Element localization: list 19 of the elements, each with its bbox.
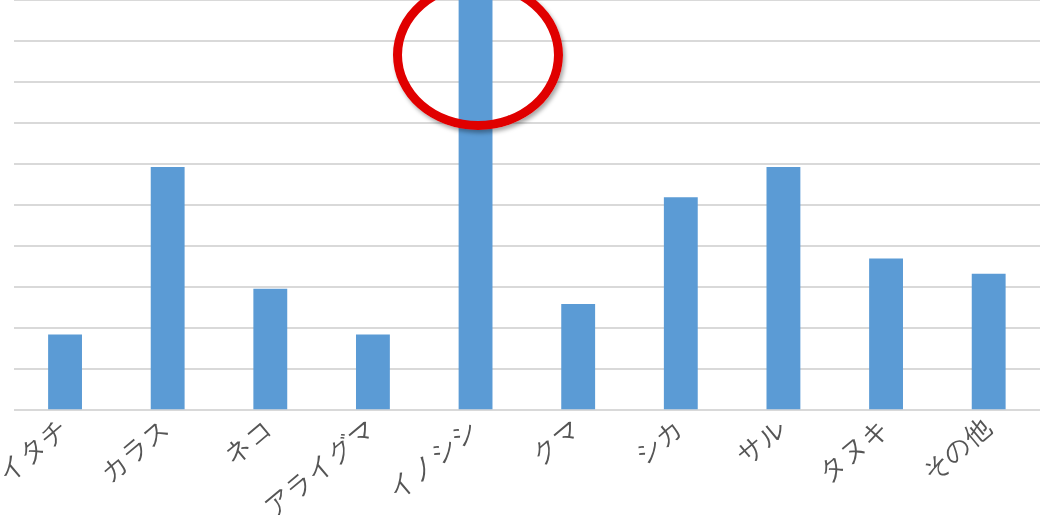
bar [150,167,185,410]
bar [971,273,1006,410]
x-tick-label: クマ [525,412,587,470]
bar [356,334,390,410]
x-tick-label: その他 [916,412,997,487]
x-tick-label: カラス [94,412,176,488]
bar [253,288,288,410]
x-tick-label: イノシシ [381,412,484,505]
bar [48,334,82,410]
x-tick-label: シカ [628,412,689,470]
x-tick-label: タヌキ [812,412,895,488]
bar [663,197,698,410]
x-tick-label: サル [730,412,792,470]
x-tick-label: イタチ [0,412,74,488]
bar [869,258,903,410]
x-tick-label: ネコ [217,412,279,470]
bar [458,0,493,410]
bar [561,304,596,410]
bar [766,167,801,410]
